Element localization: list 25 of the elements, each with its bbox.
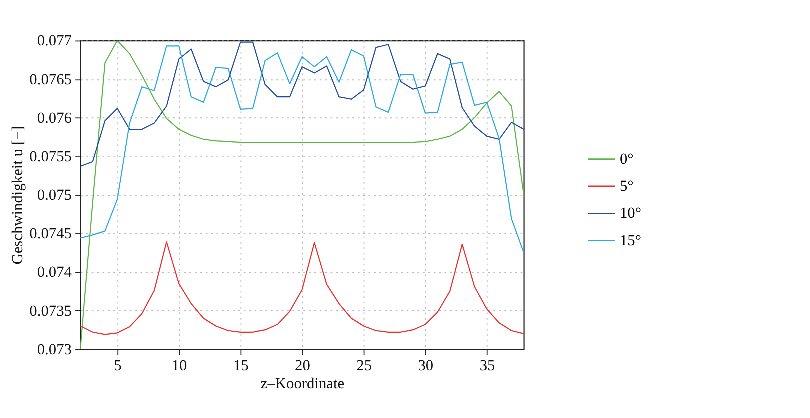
x-tick-label: 20 (295, 358, 311, 375)
x-tick-label: 15 (233, 358, 250, 375)
legend-label: 15° (620, 232, 642, 250)
y-tick-label: 0.0745 (30, 226, 72, 243)
y-tick-label: 0.074 (37, 264, 72, 282)
x-axis-title: z–Koordinate (260, 376, 345, 393)
x-tick-label: 30 (418, 358, 434, 375)
x-tick-label: 10 (172, 358, 188, 375)
y-axis-title: Geschwindigkeit u [−] (9, 126, 26, 265)
line-series (80, 242, 524, 336)
line-series (80, 46, 524, 254)
legend-label: 0° (620, 150, 634, 168)
x-tick-label: 5 (114, 358, 122, 375)
y-tick-label: 0.073 (37, 341, 72, 358)
x-tick-label: 25 (356, 358, 372, 375)
line-series (80, 42, 524, 168)
legend-label: 5° (620, 178, 634, 195)
y-tick-label: 0.075 (37, 187, 72, 204)
y-tick-label: 0.0735 (30, 302, 72, 320)
x-tick-label: 35 (480, 358, 496, 375)
y-tick-label: 0.0755 (30, 148, 72, 166)
y-tick-label: 0.0765 (30, 71, 72, 88)
legend-label: 10° (620, 205, 642, 222)
y-tick-label: 0.077 (37, 32, 72, 50)
y-tick-label: 0.076 (37, 110, 72, 127)
